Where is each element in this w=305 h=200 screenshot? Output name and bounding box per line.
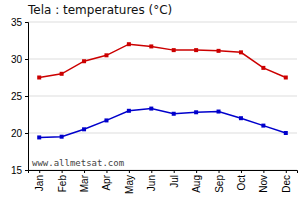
- marker: [261, 124, 265, 128]
- marker: [149, 44, 153, 48]
- marker: [284, 131, 288, 135]
- marker: [284, 76, 288, 80]
- x-tick-label: Jun: [146, 175, 157, 191]
- marker: [172, 48, 176, 52]
- tick-mark: [25, 59, 28, 60]
- marker: [217, 110, 221, 114]
- tick-mark: [25, 133, 28, 134]
- marker: [60, 72, 64, 76]
- y-axis: 15 20 25 30 35: [11, 17, 29, 176]
- y-tick-label: 20: [11, 128, 23, 139]
- x-tick-label: Sep: [214, 175, 225, 193]
- x-tick-label: Apr: [101, 174, 112, 190]
- marker: [104, 118, 108, 122]
- line: [39, 44, 286, 77]
- tick-mark: [241, 170, 242, 173]
- tick-mark: [84, 170, 85, 173]
- x-tick: Sep: [214, 170, 225, 193]
- axis-domain: [29, 171, 298, 174]
- x-tick: Mar: [79, 170, 90, 192]
- y-tick: 15: [11, 165, 28, 176]
- x-tick-label: Jan: [34, 175, 45, 191]
- x-tick: Jun: [146, 170, 157, 191]
- tick-mark: [196, 170, 197, 173]
- y-tick-label: 15: [11, 165, 23, 176]
- tick-mark: [62, 170, 63, 173]
- tick-mark: [151, 170, 152, 173]
- grid-line: [28, 22, 297, 23]
- marker: [37, 76, 41, 80]
- x-tick-label: Dec: [281, 175, 292, 193]
- x-tick-label: Jul: [169, 175, 180, 188]
- series: [37, 42, 288, 79]
- tick-mark: [286, 170, 287, 173]
- tick-mark: [25, 96, 28, 97]
- grid: [28, 22, 297, 170]
- y-tick: 25: [11, 91, 28, 102]
- tick-mark: [263, 170, 264, 173]
- y-tick-label: 35: [11, 17, 23, 28]
- tick-mark: [106, 170, 107, 173]
- x-tick: Jan: [34, 170, 45, 191]
- marker: [149, 107, 153, 111]
- series-layer: [37, 42, 288, 139]
- marker: [261, 66, 265, 70]
- chart: Tela : temperatures (°C)JanFebMarAprMayJ…: [0, 0, 305, 200]
- plot: Jan Feb Mar Apr May Jun Jul Aug Sep Oct Nov Dec 15 20…: [11, 17, 298, 194]
- marker: [82, 127, 86, 131]
- x-tick: Jul: [169, 170, 180, 188]
- grid-line: [28, 59, 297, 60]
- x-tick: Dec: [281, 170, 292, 193]
- marker: [82, 59, 86, 63]
- x-tick-label: Mar: [79, 174, 90, 192]
- x-tick: Apr: [101, 170, 112, 191]
- y-tick: 20: [11, 128, 28, 139]
- marker: [37, 135, 41, 139]
- x-tick-label: May: [124, 175, 135, 194]
- marker: [217, 49, 221, 53]
- title: Tela : temperatures (°C): [27, 3, 172, 17]
- x-tick-label: Aug: [191, 175, 202, 193]
- x-tick: Aug: [191, 170, 202, 193]
- marker: [127, 42, 131, 46]
- marker: [239, 50, 243, 54]
- series: [37, 107, 288, 140]
- x-tick-label: Nov: [258, 175, 269, 193]
- marker: [194, 48, 198, 52]
- axis-domain: [25, 23, 29, 171]
- line: [39, 109, 286, 138]
- x-axis: Jan Feb Mar Apr May Jun Jul Aug Sep Oct Nov Dec: [29, 170, 298, 194]
- tick-mark: [25, 22, 28, 23]
- x-tick-label: Feb: [57, 175, 68, 193]
- marker: [60, 135, 64, 139]
- marker: [239, 116, 243, 120]
- y-tick: 30: [11, 54, 28, 65]
- x-tick: May: [124, 170, 135, 194]
- tick-mark: [174, 170, 175, 173]
- tick-mark: [25, 170, 28, 171]
- grid-line: [28, 96, 297, 97]
- x-tick-label: Oct: [236, 175, 247, 191]
- tick-mark: [219, 170, 220, 173]
- tick-mark: [129, 170, 130, 173]
- y-tick-label: 30: [11, 54, 23, 65]
- x-tick: Feb: [57, 170, 68, 192]
- y-tick: 35: [11, 17, 28, 28]
- annotation: www.allmetsat.com: [32, 158, 124, 168]
- y-tick-label: 25: [11, 91, 23, 102]
- tick-mark: [39, 170, 40, 173]
- x-tick: Oct: [236, 170, 247, 191]
- grid-line: [28, 133, 297, 134]
- marker: [194, 110, 198, 114]
- marker: [172, 112, 176, 116]
- marker: [104, 53, 108, 57]
- marker: [127, 109, 131, 113]
- x-tick: Nov: [258, 170, 269, 193]
